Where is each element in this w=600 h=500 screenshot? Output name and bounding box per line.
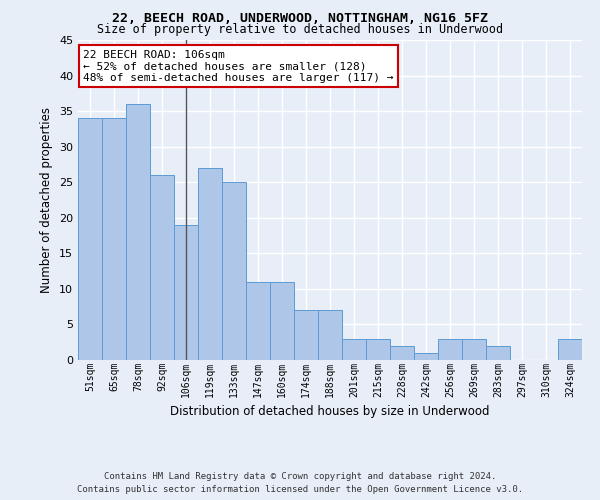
Bar — [414, 353, 438, 360]
Bar — [438, 338, 462, 360]
Bar — [78, 118, 102, 360]
Text: 22 BEECH ROAD: 106sqm
← 52% of detached houses are smaller (128)
48% of semi-det: 22 BEECH ROAD: 106sqm ← 52% of detached … — [83, 50, 394, 83]
Bar — [222, 182, 246, 360]
Bar — [150, 175, 174, 360]
Bar — [294, 310, 318, 360]
X-axis label: Distribution of detached houses by size in Underwood: Distribution of detached houses by size … — [170, 405, 490, 418]
Text: Size of property relative to detached houses in Underwood: Size of property relative to detached ho… — [97, 24, 503, 36]
Bar — [390, 346, 414, 360]
Bar — [198, 168, 222, 360]
Text: 22, BEECH ROAD, UNDERWOOD, NOTTINGHAM, NG16 5FZ: 22, BEECH ROAD, UNDERWOOD, NOTTINGHAM, N… — [112, 12, 488, 26]
Bar — [318, 310, 342, 360]
Bar — [366, 338, 390, 360]
Bar — [102, 118, 126, 360]
Y-axis label: Number of detached properties: Number of detached properties — [40, 107, 53, 293]
Bar — [558, 338, 582, 360]
Bar — [462, 338, 486, 360]
Bar — [270, 282, 294, 360]
Bar — [174, 225, 198, 360]
Bar — [126, 104, 150, 360]
Bar — [246, 282, 270, 360]
Text: Contains HM Land Registry data © Crown copyright and database right 2024.
Contai: Contains HM Land Registry data © Crown c… — [77, 472, 523, 494]
Bar — [486, 346, 510, 360]
Bar — [342, 338, 366, 360]
